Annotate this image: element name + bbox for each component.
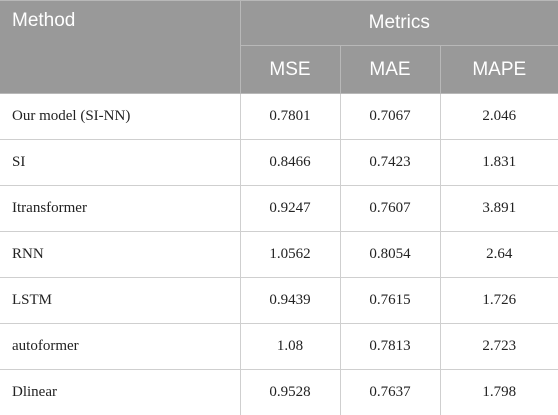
mape-cell: 1.831 — [439, 139, 558, 186]
method-cell: Our model (SI-NN) — [0, 93, 241, 140]
table-header: Method Metrics MSE MAE MAPE — [0, 0, 558, 94]
mae-column-header: MAE — [339, 45, 441, 94]
table-body: Our model (SI-NN) 0.7801 0.7067 2.046 SI… — [0, 93, 558, 415]
table-row: Itransformer 0.9247 0.7607 3.891 — [0, 185, 558, 232]
method-cell: SI — [0, 139, 241, 186]
mape-cell: 3.891 — [439, 185, 558, 232]
method-cell: Dlinear — [0, 369, 241, 415]
mse-cell: 1.08 — [239, 323, 341, 370]
method-cell: Itransformer — [0, 185, 241, 232]
mae-cell: 0.7813 — [339, 323, 441, 370]
mse-cell: 0.7801 — [239, 93, 341, 140]
mape-column-header: MAPE — [439, 45, 558, 94]
mse-cell: 0.9439 — [239, 277, 341, 324]
mae-cell: 0.7607 — [339, 185, 441, 232]
table-row: Dlinear 0.9528 0.7637 1.798 — [0, 369, 558, 415]
mae-cell: 0.7615 — [339, 277, 441, 324]
mape-cell: 2.723 — [439, 323, 558, 370]
mse-cell: 0.8466 — [239, 139, 341, 186]
mape-cell: 2.046 — [439, 93, 558, 140]
table-row: RNN 1.0562 0.8054 2.64 — [0, 231, 558, 278]
table-row: Our model (SI-NN) 0.7801 0.7067 2.046 — [0, 93, 558, 140]
mape-cell: 2.64 — [439, 231, 558, 278]
header-row-sub: MSE MAE MAPE — [0, 45, 558, 94]
table-row: SI 0.8466 0.7423 1.831 — [0, 139, 558, 186]
method-cell: RNN — [0, 231, 241, 278]
mse-cell: 0.9247 — [239, 185, 341, 232]
mae-cell: 0.8054 — [339, 231, 441, 278]
method-cell: LSTM — [0, 277, 241, 324]
mse-cell: 1.0562 — [239, 231, 341, 278]
mae-cell: 0.7637 — [339, 369, 441, 415]
mae-cell: 0.7067 — [339, 93, 441, 140]
metrics-group-header: Metrics — [239, 0, 558, 46]
method-column-header: Method — [0, 0, 241, 94]
method-cell: autoformer — [0, 323, 241, 370]
table-row: LSTM 0.9439 0.7615 1.726 — [0, 277, 558, 324]
mse-cell: 0.9528 — [239, 369, 341, 415]
mape-cell: 1.798 — [439, 369, 558, 415]
mse-column-header: MSE — [239, 45, 341, 94]
mape-cell: 1.726 — [439, 277, 558, 324]
mae-cell: 0.7423 — [339, 139, 441, 186]
table-row: autoformer 1.08 0.7813 2.723 — [0, 323, 558, 370]
header-row-top: Method Metrics — [0, 0, 558, 94]
